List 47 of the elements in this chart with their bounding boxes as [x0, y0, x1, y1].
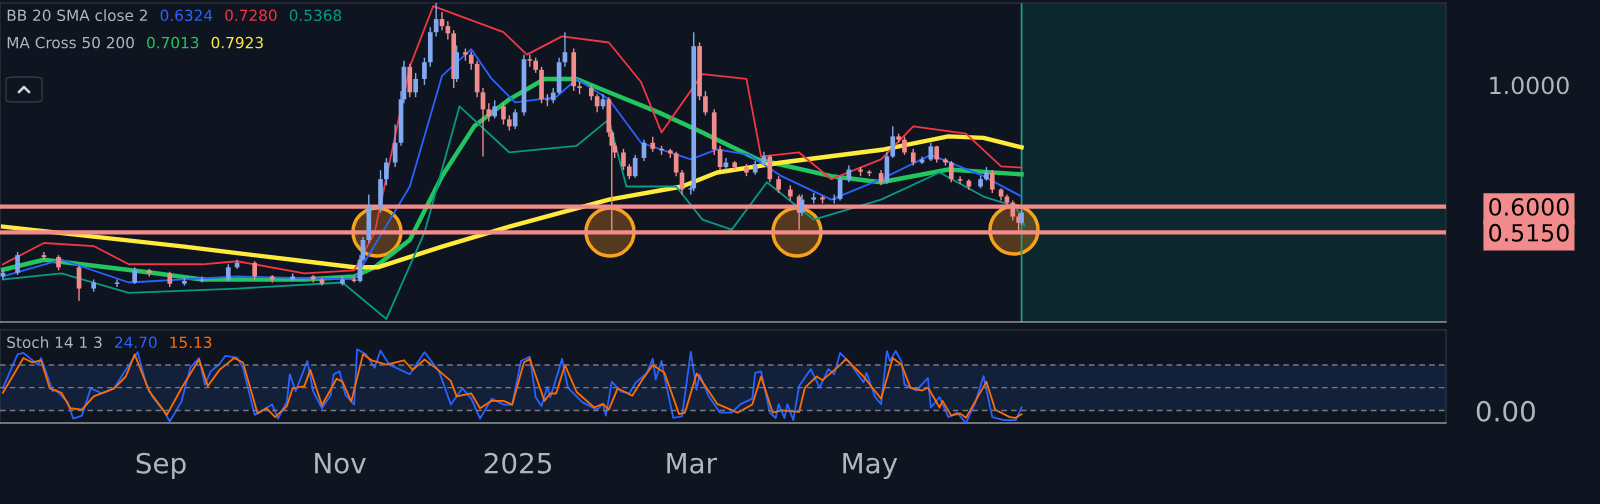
text: 0.7280 — [225, 9, 277, 22]
candlestick — [384, 157, 389, 186]
x-tick-label: 2025 — [484, 452, 552, 474]
candlestick — [928, 142, 934, 162]
candlestick — [512, 108, 518, 130]
candlestick — [948, 160, 954, 183]
line-series — [2, 105, 1026, 320]
candlestick — [468, 50, 474, 71]
candlestick — [413, 72, 418, 98]
annotation: BB 20 SMA close 2 — [7, 9, 147, 22]
candlestick — [527, 53, 533, 68]
x-tick-label: May — [843, 453, 898, 480]
text: 0.6324 — [160, 9, 213, 22]
series-label: 24.70 — [115, 336, 157, 349]
series-label: 15.13 — [170, 336, 212, 349]
text: Stoch 14 1 3 — [7, 336, 102, 349]
candlestick — [890, 125, 896, 159]
candlestick — [902, 135, 907, 156]
candlestick — [422, 56, 427, 86]
annotation: MA Cross 50 200 — [7, 36, 134, 49]
candlestick — [486, 102, 492, 123]
candlestick — [703, 90, 708, 117]
candlestick — [621, 148, 626, 171]
candlestick — [767, 154, 773, 183]
candlestick — [501, 102, 506, 126]
candlestick — [989, 169, 995, 194]
x-tick-label: Mar — [667, 453, 718, 474]
candlestick — [351, 275, 357, 284]
text: 0.5368 — [289, 9, 342, 22]
line-series — [0, 134, 1024, 270]
y-tick-label: 1.0000 — [1490, 76, 1569, 95]
candlestick — [15, 251, 20, 276]
candlestick — [252, 260, 257, 281]
candlestick — [492, 99, 498, 120]
text: 0.7923 — [211, 36, 263, 49]
candlestick — [673, 151, 679, 177]
candlestick — [392, 123, 398, 168]
candlestick — [632, 154, 638, 179]
x-tick-label: Nov — [315, 453, 366, 474]
line-series — [2, 5, 1023, 275]
text: 0.7013 — [147, 36, 199, 49]
candlestick — [957, 175, 963, 185]
x-tick-label: Sep — [136, 452, 186, 480]
candlestick — [199, 275, 205, 284]
y-tick-label: 0.5150 — [1489, 223, 1569, 242]
y-tick-label: 0.6000 — [1489, 198, 1569, 216]
text: 0.00 — [1476, 400, 1535, 422]
